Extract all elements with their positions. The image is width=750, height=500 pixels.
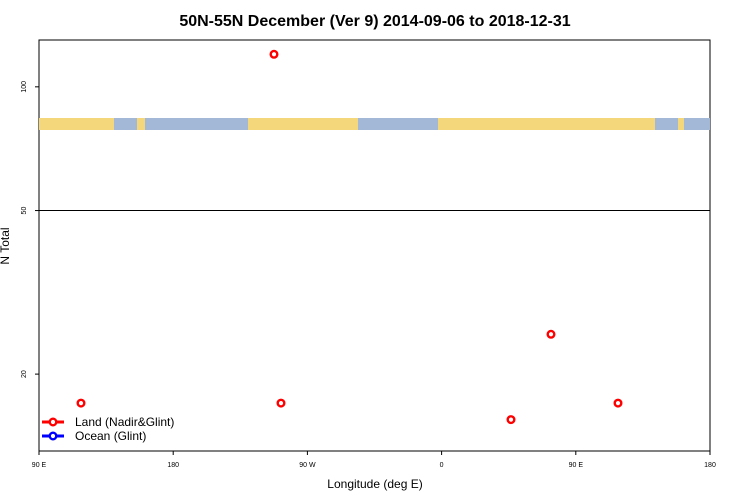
y-axis-label: N Total xyxy=(0,227,12,264)
map-land-segment xyxy=(678,118,684,130)
legend-label: Land (Nadir&Glint) xyxy=(75,415,174,429)
map-ocean-segment xyxy=(358,118,438,130)
data-points xyxy=(76,49,623,425)
map-strip xyxy=(39,118,710,130)
data-point xyxy=(269,49,279,59)
chart-title: 50N-55N December (Ver 9) 2014-09-06 to 2… xyxy=(179,13,570,30)
legend: Land (Nadir&Glint)Ocean (Glint) xyxy=(42,415,174,443)
legend-marker xyxy=(48,431,58,441)
data-point xyxy=(506,415,516,425)
map-ocean-segment xyxy=(655,118,678,130)
map-ocean-segment xyxy=(684,118,710,130)
map-land-segment xyxy=(438,118,446,130)
x-tick-label: 0 xyxy=(440,462,444,469)
map-land-segment xyxy=(39,118,114,130)
x-tick-label: 180 xyxy=(167,462,179,469)
data-point xyxy=(613,398,623,408)
map-land-segment xyxy=(248,118,358,130)
y-axis: 20 50 100 xyxy=(21,81,39,378)
x-tick-label: 90 E xyxy=(569,462,584,469)
map-ocean-segment xyxy=(145,118,248,130)
x-axis-label: Longitude (deg E) xyxy=(327,477,422,491)
x-tick-label: 90 W xyxy=(299,462,316,469)
legend-label: Ocean (Glint) xyxy=(75,429,146,443)
y-tick-label: 20 xyxy=(21,370,28,378)
legend-marker xyxy=(48,417,58,427)
y-tick-label: 100 xyxy=(21,81,28,93)
map-land-segment xyxy=(446,118,655,130)
map-ocean-segment xyxy=(114,118,137,130)
data-point xyxy=(276,398,286,408)
plot-frame xyxy=(38,39,711,452)
x-tick-label: 180 xyxy=(704,462,716,469)
y-tick-label: 50 xyxy=(21,207,28,215)
data-point xyxy=(76,398,86,408)
x-axis: 90 E 180 90 W 0 90 E 180 xyxy=(32,451,716,469)
map-land-segment xyxy=(137,118,145,130)
x-tick-label: 90 E xyxy=(32,462,47,469)
data-point xyxy=(546,329,556,339)
